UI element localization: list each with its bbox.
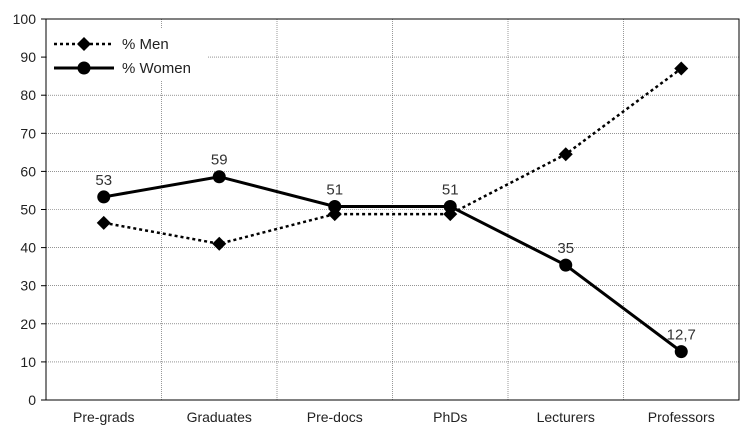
x-tick-label: Graduates [187, 409, 252, 425]
data-label: 59 [211, 152, 228, 169]
x-tick-label: PhDs [433, 409, 467, 425]
legend: % Men % Women [47, 29, 207, 81]
data-point [558, 147, 573, 162]
data-point [328, 199, 342, 213]
x-tick-label: Pre-docs [307, 409, 363, 425]
legend-label-men: % Men [122, 36, 169, 53]
y-tick-label: 90 [20, 49, 36, 65]
data-label: 12,7 [667, 327, 696, 344]
data-point [97, 190, 111, 204]
y-tick-label: 40 [20, 240, 36, 256]
data-labels: 53 59 51 51 35 12,7 [95, 152, 695, 344]
data-point [212, 170, 226, 184]
legend-item-women: % Women [54, 60, 191, 77]
grid [46, 19, 739, 400]
data-point [212, 236, 227, 251]
x-axis: Pre-grads Graduates Pre-docs PhDs Lecturers P… [73, 409, 715, 425]
data-label: 51 [442, 181, 459, 198]
y-axis: 0 10 20 30 40 50 60 70 80 90 100 [13, 11, 46, 408]
y-tick-label: 30 [20, 278, 36, 294]
data-label: 53 [95, 172, 112, 189]
data-point [443, 199, 457, 213]
legend-marker-men [77, 37, 91, 51]
y-tick-label: 20 [20, 316, 36, 332]
series-line [103, 175, 683, 353]
data-point [96, 215, 111, 230]
x-tick-label: Professors [648, 409, 715, 425]
legend-label-women: % Women [122, 60, 191, 77]
data-label: 51 [326, 181, 343, 198]
y-tick-label: 0 [28, 392, 36, 408]
series-women [97, 170, 688, 359]
x-tick-label: Pre-grads [73, 409, 134, 425]
y-tick-label: 70 [20, 125, 36, 141]
legend-item-men: % Men [54, 36, 169, 53]
data-point [674, 345, 688, 359]
y-tick-label: 80 [20, 87, 36, 103]
data-label: 35 [557, 240, 574, 257]
y-tick-label: 50 [20, 202, 36, 218]
legend-box [47, 29, 207, 81]
y-tick-label: 10 [20, 354, 36, 370]
legend-marker-women [77, 61, 91, 75]
data-point [674, 61, 689, 76]
y-tick-label: 60 [20, 163, 36, 179]
data-point [559, 258, 573, 272]
y-tick-label: 100 [13, 11, 37, 27]
x-tick-label: Lecturers [537, 409, 595, 425]
series-line [103, 67, 682, 246]
